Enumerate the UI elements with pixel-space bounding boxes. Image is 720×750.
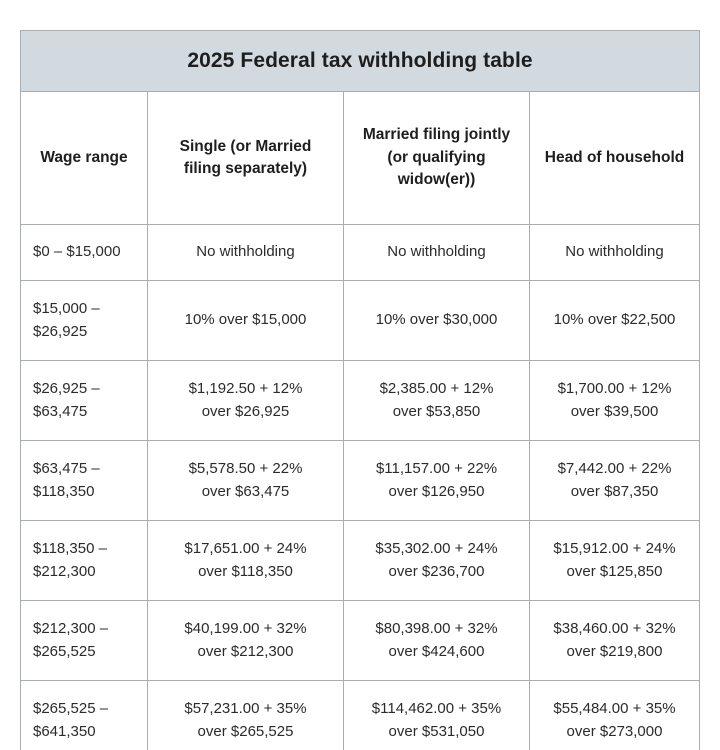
wage-range-cell: $265,525 – $641,350: [20, 680, 148, 750]
column-header-single: Single (or Married filing separately): [147, 91, 344, 225]
table-cell: $1,700.00 + 12% over $39,500: [528, 360, 701, 441]
wage-range-cell: $15,000 – $26,925: [20, 280, 148, 361]
wage-range-cell: $63,475 – $118,350: [20, 440, 148, 521]
table-row: $26,925 – $63,475 $1,192.50 + 12% over $…: [20, 360, 701, 441]
table-cell: $114,462.00 + 35% over $531,050: [343, 680, 530, 750]
table-row: $265,525 – $641,350 $57,231.00 + 35% ove…: [20, 680, 701, 750]
table-cell: $57,231.00 + 35% over $265,525: [147, 680, 344, 750]
table-cell: $55,484.00 + 35% over $273,000: [528, 680, 701, 750]
table-cell: $11,157.00 + 22% over $126,950: [343, 440, 530, 521]
table-title-row: 2025 Federal tax withholding table: [19, 30, 701, 92]
wage-range-cell: $26,925 – $63,475: [20, 360, 148, 441]
table-header-row: Wage range Single (or Married filing sep…: [20, 91, 701, 225]
table-cell: $15,912.00 + 24% over $125,850: [528, 520, 701, 601]
table-cell: $38,460.00 + 32% over $219,800: [528, 600, 701, 681]
wage-range-cell: $0 – $15,000: [20, 224, 148, 281]
table-cell: $5,578.50 + 22% over $63,475: [147, 440, 344, 521]
table-cell: $40,199.00 + 32% over $212,300: [147, 600, 344, 681]
table-cell: 10% over $30,000: [343, 280, 530, 361]
table-cell: 10% over $15,000: [147, 280, 344, 361]
table-row: $0 – $15,000 No withholding No withholdi…: [20, 224, 701, 281]
wage-range-cell: $118,350 – $212,300: [20, 520, 148, 601]
column-header-wage-range: Wage range: [20, 91, 148, 225]
table-cell: $7,442.00 + 22% over $87,350: [528, 440, 701, 521]
table-title: 2025 Federal tax withholding table: [19, 30, 701, 92]
table-row: $15,000 – $26,925 10% over $15,000 10% o…: [20, 280, 701, 361]
table-cell: $35,302.00 + 24% over $236,700: [343, 520, 530, 601]
table-cell: 10% over $22,500: [528, 280, 701, 361]
wage-range-cell: $212,300 – $265,525: [20, 600, 148, 681]
table-row: $212,300 – $265,525 $40,199.00 + 32% ove…: [20, 600, 701, 681]
table-cell: $80,398.00 + 32% over $424,600: [343, 600, 530, 681]
federal-tax-withholding-table: 2025 Federal tax withholding table Wage …: [19, 30, 701, 750]
table-row: $118,350 – $212,300 $17,651.00 + 24% ove…: [20, 520, 701, 601]
table-cell: $2,385.00 + 12% over $53,850: [343, 360, 530, 441]
table-cell: $1,192.50 + 12% over $26,925: [147, 360, 344, 441]
column-header-married-jointly: Married filing jointly (or qualifying wi…: [343, 91, 530, 225]
table-cell: No withholding: [147, 224, 344, 281]
table-cell: $17,651.00 + 24% over $118,350: [147, 520, 344, 601]
column-header-head-of-household: Head of household: [528, 91, 701, 225]
table-cell: No withholding: [343, 224, 530, 281]
table-row: $63,475 – $118,350 $5,578.50 + 22% over …: [20, 440, 701, 521]
table-cell: No withholding: [528, 224, 701, 281]
